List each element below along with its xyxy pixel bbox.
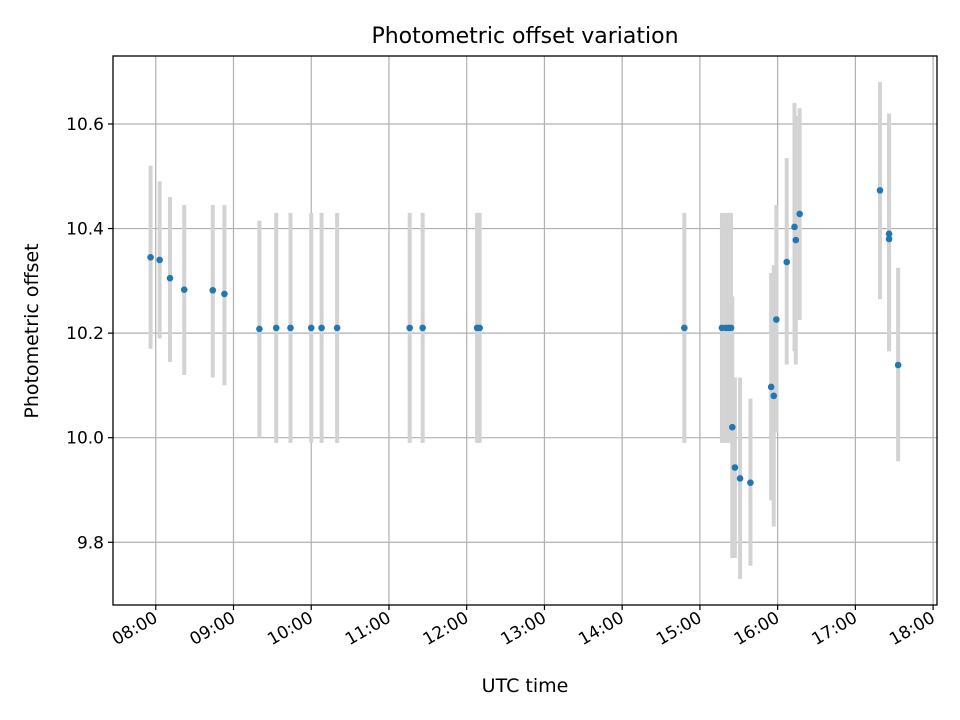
data-point [792, 236, 800, 244]
data-point [876, 187, 884, 194]
data-point [221, 290, 228, 298]
y-tick-label: 9.8 [77, 533, 104, 553]
data-point [681, 324, 688, 332]
data-point [885, 235, 893, 243]
data-point [727, 324, 735, 332]
data-point [796, 210, 803, 218]
data-point [318, 324, 325, 332]
data-point [736, 475, 744, 482]
data-point [731, 464, 739, 471]
x-axis-label: UTC time [482, 675, 569, 697]
data-point [747, 479, 754, 486]
data-point [783, 258, 791, 266]
data-point [147, 253, 154, 261]
data-point [180, 286, 188, 294]
data-point [156, 256, 163, 264]
data-point [307, 324, 315, 332]
data-point [166, 274, 174, 282]
y-tick-label: 10.6 [66, 115, 104, 135]
grid-layer [113, 56, 937, 605]
data-point [728, 423, 736, 431]
data-point [256, 325, 263, 333]
data-point [419, 324, 426, 332]
data-point [894, 361, 902, 369]
y-tick-label: 10.0 [66, 429, 104, 449]
plot-area-background [113, 56, 937, 605]
plot-frame [112, 55, 938, 606]
data-point [770, 392, 778, 400]
data-point [791, 223, 798, 231]
y-axis-label: Photometric offset [21, 243, 43, 418]
data-point [209, 286, 217, 294]
data-point [885, 230, 893, 238]
data-point [272, 324, 280, 332]
data-point [287, 324, 294, 332]
y-tick-label: 10.4 [66, 220, 104, 240]
point-layer [147, 187, 902, 486]
data-point [333, 324, 341, 332]
data-point [773, 316, 780, 323]
data-point [406, 324, 413, 332]
y-tick-label: 10.2 [66, 324, 104, 344]
y-axis-ticks: 9.8 10.0 10.2 10.4 10.6 [66, 115, 113, 553]
data-point [767, 383, 775, 391]
chart-title: Photometric offset variation [371, 24, 678, 49]
data-point [476, 324, 483, 332]
